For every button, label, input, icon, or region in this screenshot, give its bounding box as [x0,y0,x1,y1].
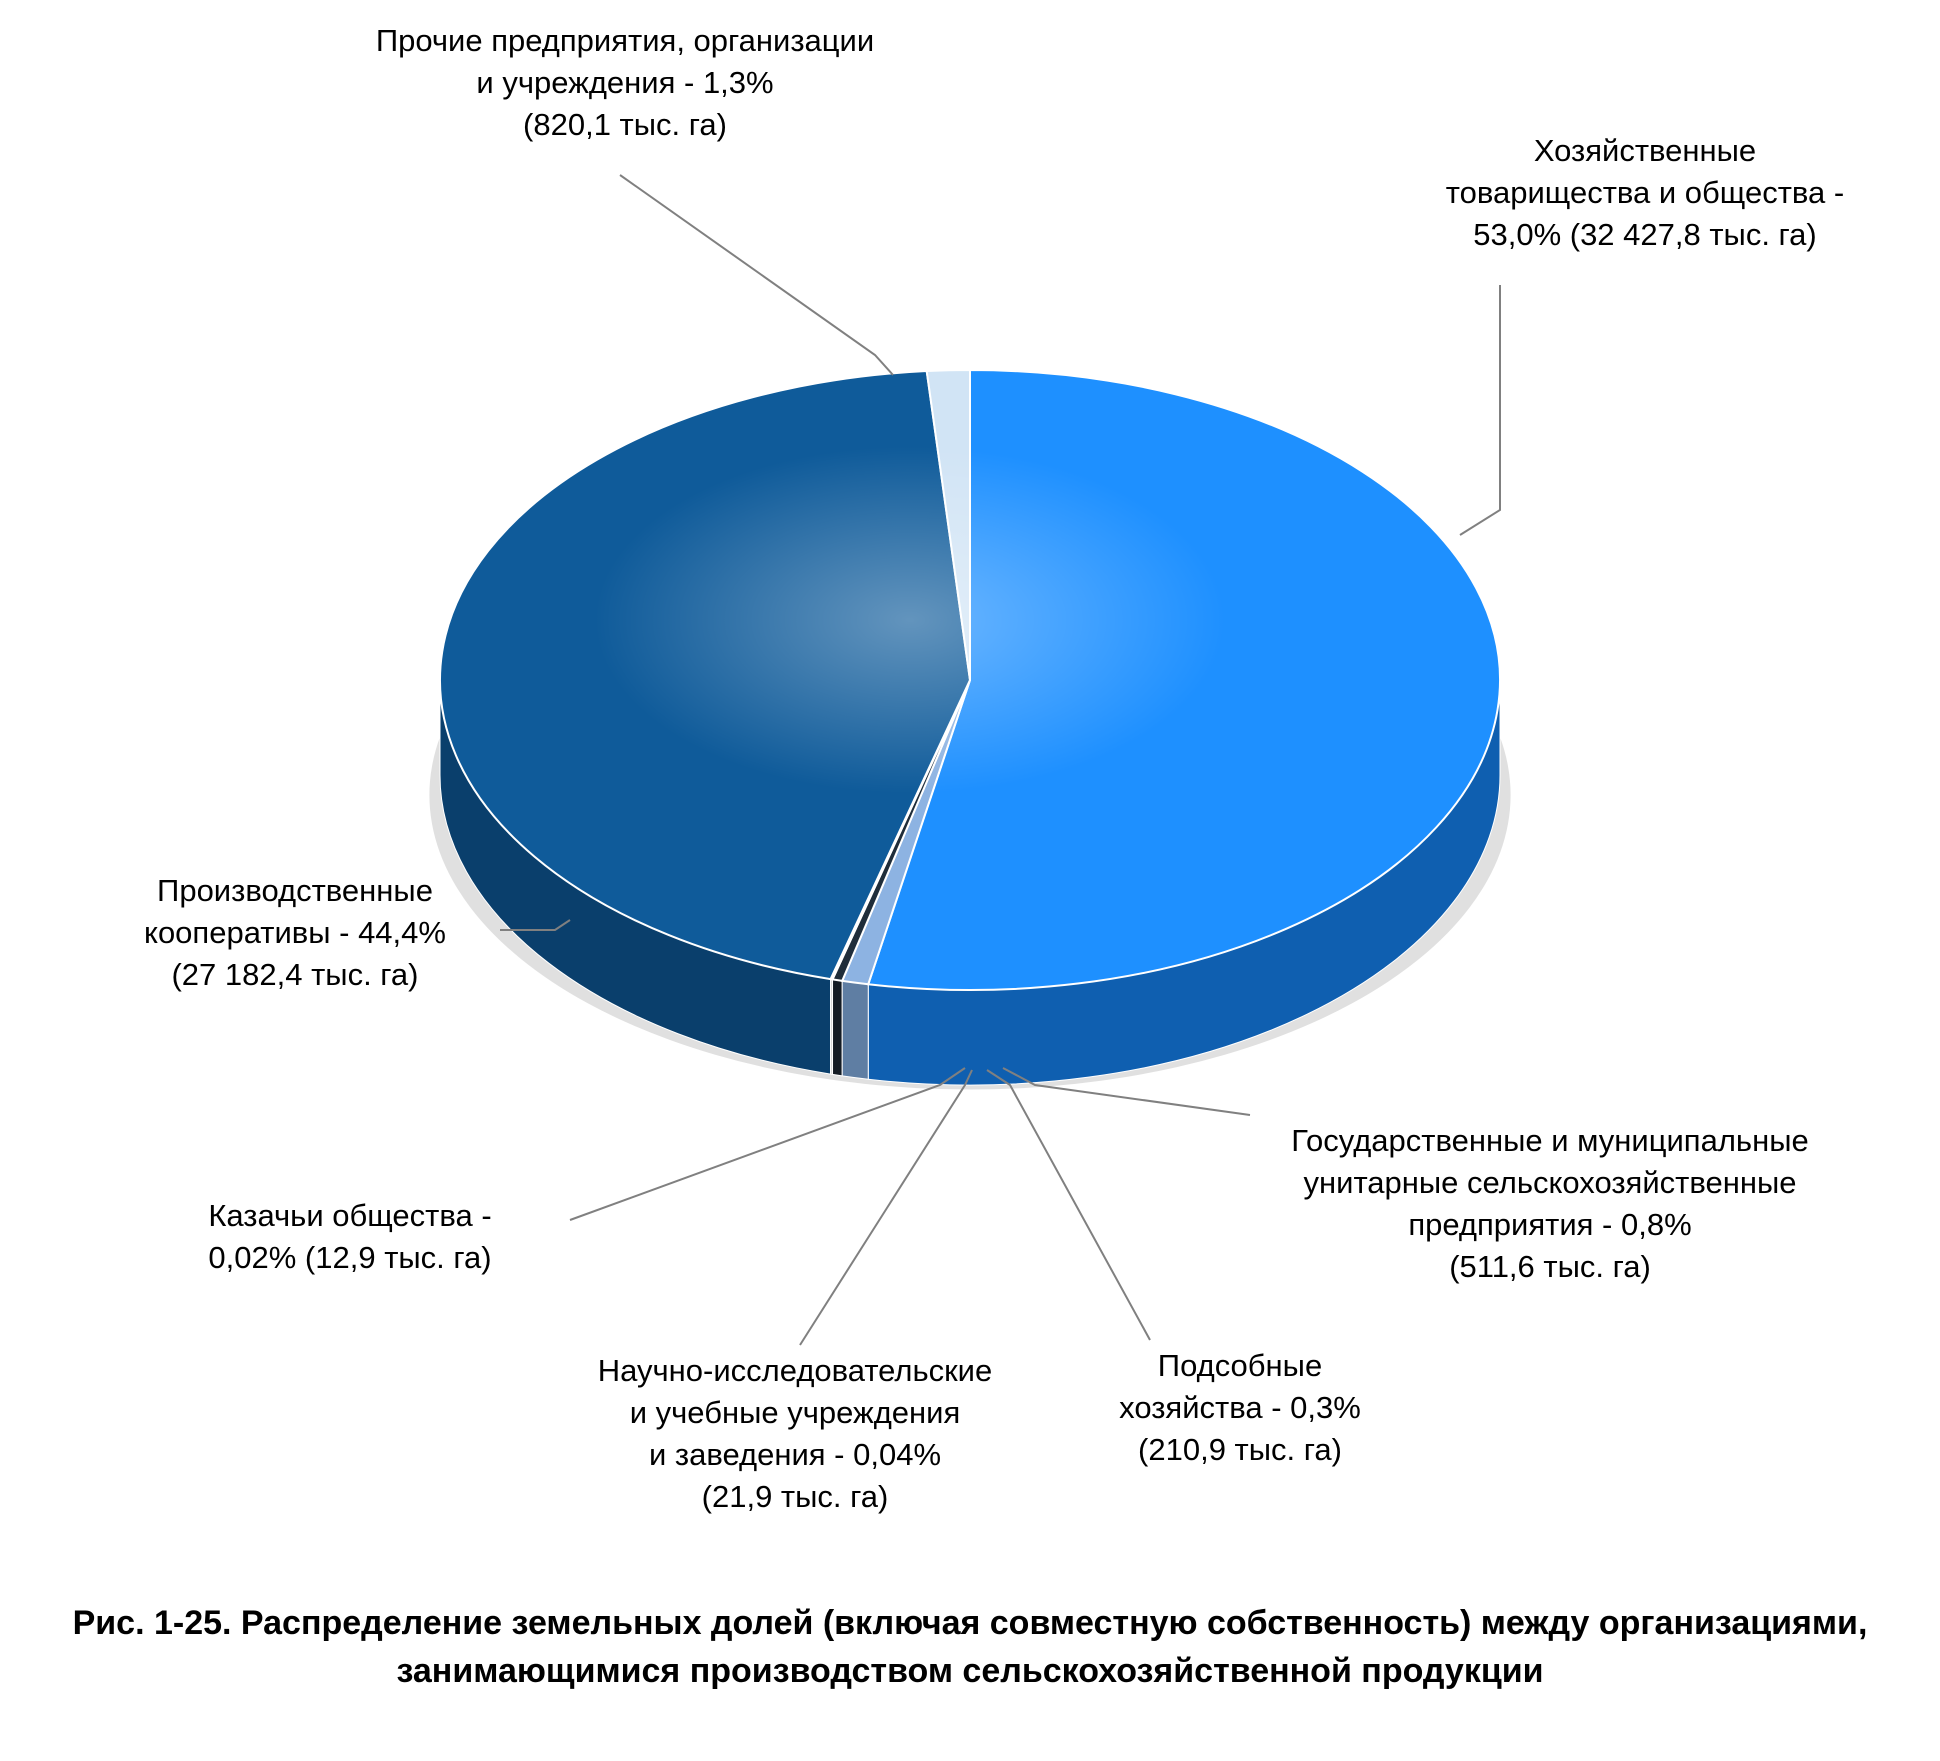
leader-other_enterprises [620,175,893,375]
label-other-enterprises: Прочие предприятия, организации и учрежд… [305,20,945,146]
label-subsidiary-farms: Подсобные хозяйства - 0,3% (210,9 тыс. г… [1060,1345,1420,1471]
label-state-municipal: Государственные и муниципальные унитарны… [1230,1120,1870,1287]
label-production-coops: Производственные кооперативы - 44,4% (27… [75,870,515,996]
leader-cossack [570,1068,965,1220]
leader-business_partnerships [1460,285,1500,535]
label-cossack: Казачьи общества - 0,02% (12,9 тыс. га) [130,1195,570,1279]
leader-subsidiary_farms [987,1070,1150,1340]
label-research-edu: Научно-исследовательские и учебные учреж… [515,1350,1075,1517]
chart-container: Прочие предприятия, организации и учрежд… [0,0,1940,1761]
figure-caption: Рис. 1-25. Распределение земельных долей… [0,1600,1940,1695]
label-business-partnerships: Хозяйственные товарищества и общества - … [1385,130,1905,256]
leader-research_edu [800,1070,972,1345]
